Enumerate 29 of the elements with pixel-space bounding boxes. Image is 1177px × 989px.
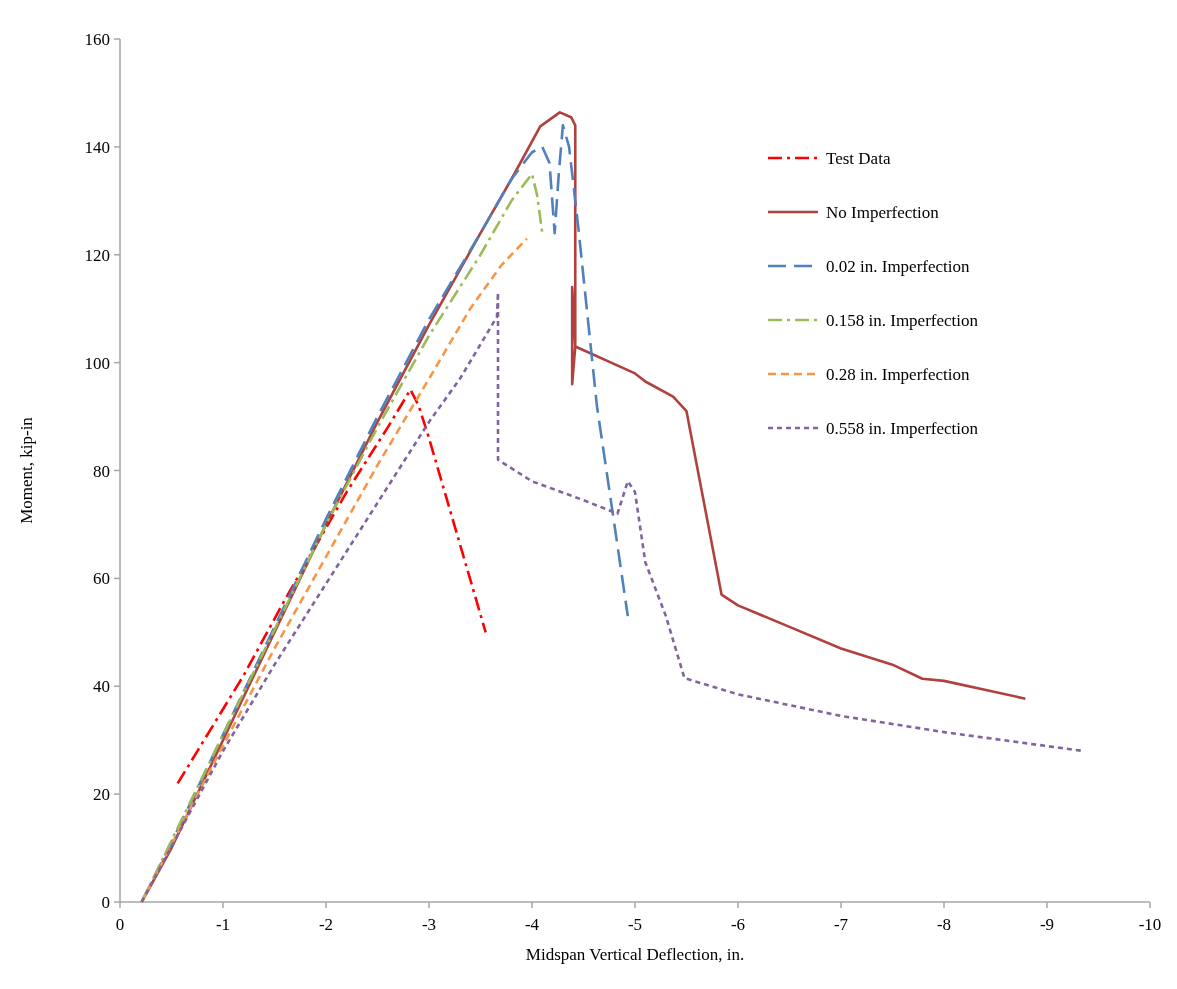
- x-tick-label: 0: [115, 915, 125, 934]
- legend-label: 0.558 in. Imperfection: [826, 419, 979, 438]
- x-tick-label: -8: [936, 915, 952, 934]
- y-tick-label: 20: [93, 785, 110, 805]
- y-tick-label: 100: [84, 353, 110, 373]
- legend-label: 0.158 in. Imperfection: [826, 311, 979, 330]
- y-tick-label: 40: [93, 677, 110, 697]
- line-series: [176, 388, 487, 785]
- y-axis-title: Moment, kip-in: [17, 416, 36, 524]
- x-tick-label: -9: [1039, 915, 1055, 934]
- legend-label: 0.02 in. Imperfection: [826, 257, 971, 276]
- x-tick-label: -7: [833, 915, 849, 934]
- legend-label: Test Data: [826, 149, 891, 168]
- y-tick-label: 140: [84, 137, 110, 157]
- x-axis-title: Midspan Vertical Deflection, in.: [525, 945, 745, 964]
- legend-label: No Imperfection: [826, 203, 940, 222]
- y-tick-label: 80: [93, 461, 110, 481]
- x-tick-label: -4: [524, 915, 540, 934]
- x-tick-label: -10: [1138, 915, 1162, 934]
- y-tick-label: 160: [84, 30, 110, 49]
- x-tick-label: -5: [627, 915, 643, 934]
- y-tick-label: 60: [93, 569, 110, 589]
- y-tick-label: 120: [84, 245, 110, 265]
- x-tick-label: -3: [421, 915, 437, 934]
- x-tick-label: -1: [215, 915, 231, 934]
- legend-label: 0.28 in. Imperfection: [826, 365, 971, 384]
- x-tick-label: -2: [318, 915, 334, 934]
- y-tick-label: 0: [101, 893, 110, 912]
- x-tick-label: -6: [730, 915, 746, 934]
